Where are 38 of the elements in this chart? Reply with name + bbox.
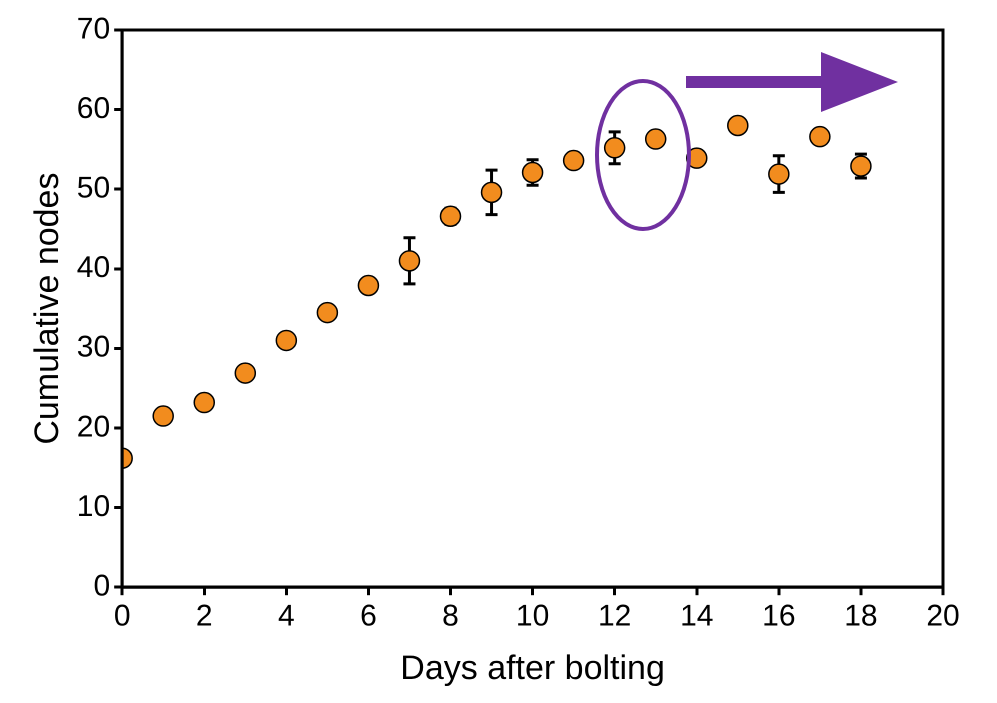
y-tick-label: 0 bbox=[93, 569, 110, 602]
x-tick-label: 14 bbox=[680, 599, 714, 632]
y-tick-label: 40 bbox=[76, 251, 110, 284]
point bbox=[398, 250, 420, 272]
y-tick-label: 10 bbox=[76, 490, 110, 523]
x-tick-label: 12 bbox=[598, 599, 632, 632]
x-tick-label: 2 bbox=[196, 599, 213, 632]
point bbox=[234, 362, 256, 384]
point bbox=[850, 155, 872, 177]
point bbox=[440, 206, 462, 228]
y-tick-label: 60 bbox=[76, 92, 110, 125]
point bbox=[809, 126, 831, 148]
x-tick-label: 0 bbox=[114, 599, 131, 632]
y-tick-label: 20 bbox=[76, 410, 110, 444]
y-tick-label: 50 bbox=[76, 171, 110, 204]
x-tick-label: 8 bbox=[442, 599, 459, 632]
point bbox=[562, 150, 584, 172]
point bbox=[604, 137, 626, 159]
y-axis-title: Cumulative nodes bbox=[28, 172, 66, 445]
y-tick-label: 70 bbox=[76, 12, 110, 46]
x-tick-label: 4 bbox=[278, 599, 295, 632]
point bbox=[358, 274, 380, 296]
x-axis-title: Days after bolting bbox=[400, 648, 665, 687]
point bbox=[727, 114, 749, 136]
point bbox=[480, 182, 502, 204]
point bbox=[644, 128, 666, 150]
x-tick-label: 18 bbox=[844, 599, 878, 632]
point bbox=[316, 302, 338, 324]
point bbox=[152, 405, 174, 427]
y-tick-label: 30 bbox=[76, 330, 110, 364]
point bbox=[522, 162, 544, 184]
point bbox=[768, 163, 790, 185]
x-tick-label: 10 bbox=[516, 599, 550, 632]
x-tick-label: 6 bbox=[360, 599, 377, 632]
point bbox=[276, 330, 298, 352]
x-tick-label: 16 bbox=[762, 599, 796, 632]
point bbox=[194, 392, 215, 414]
x-tick-label: 20 bbox=[926, 599, 960, 632]
